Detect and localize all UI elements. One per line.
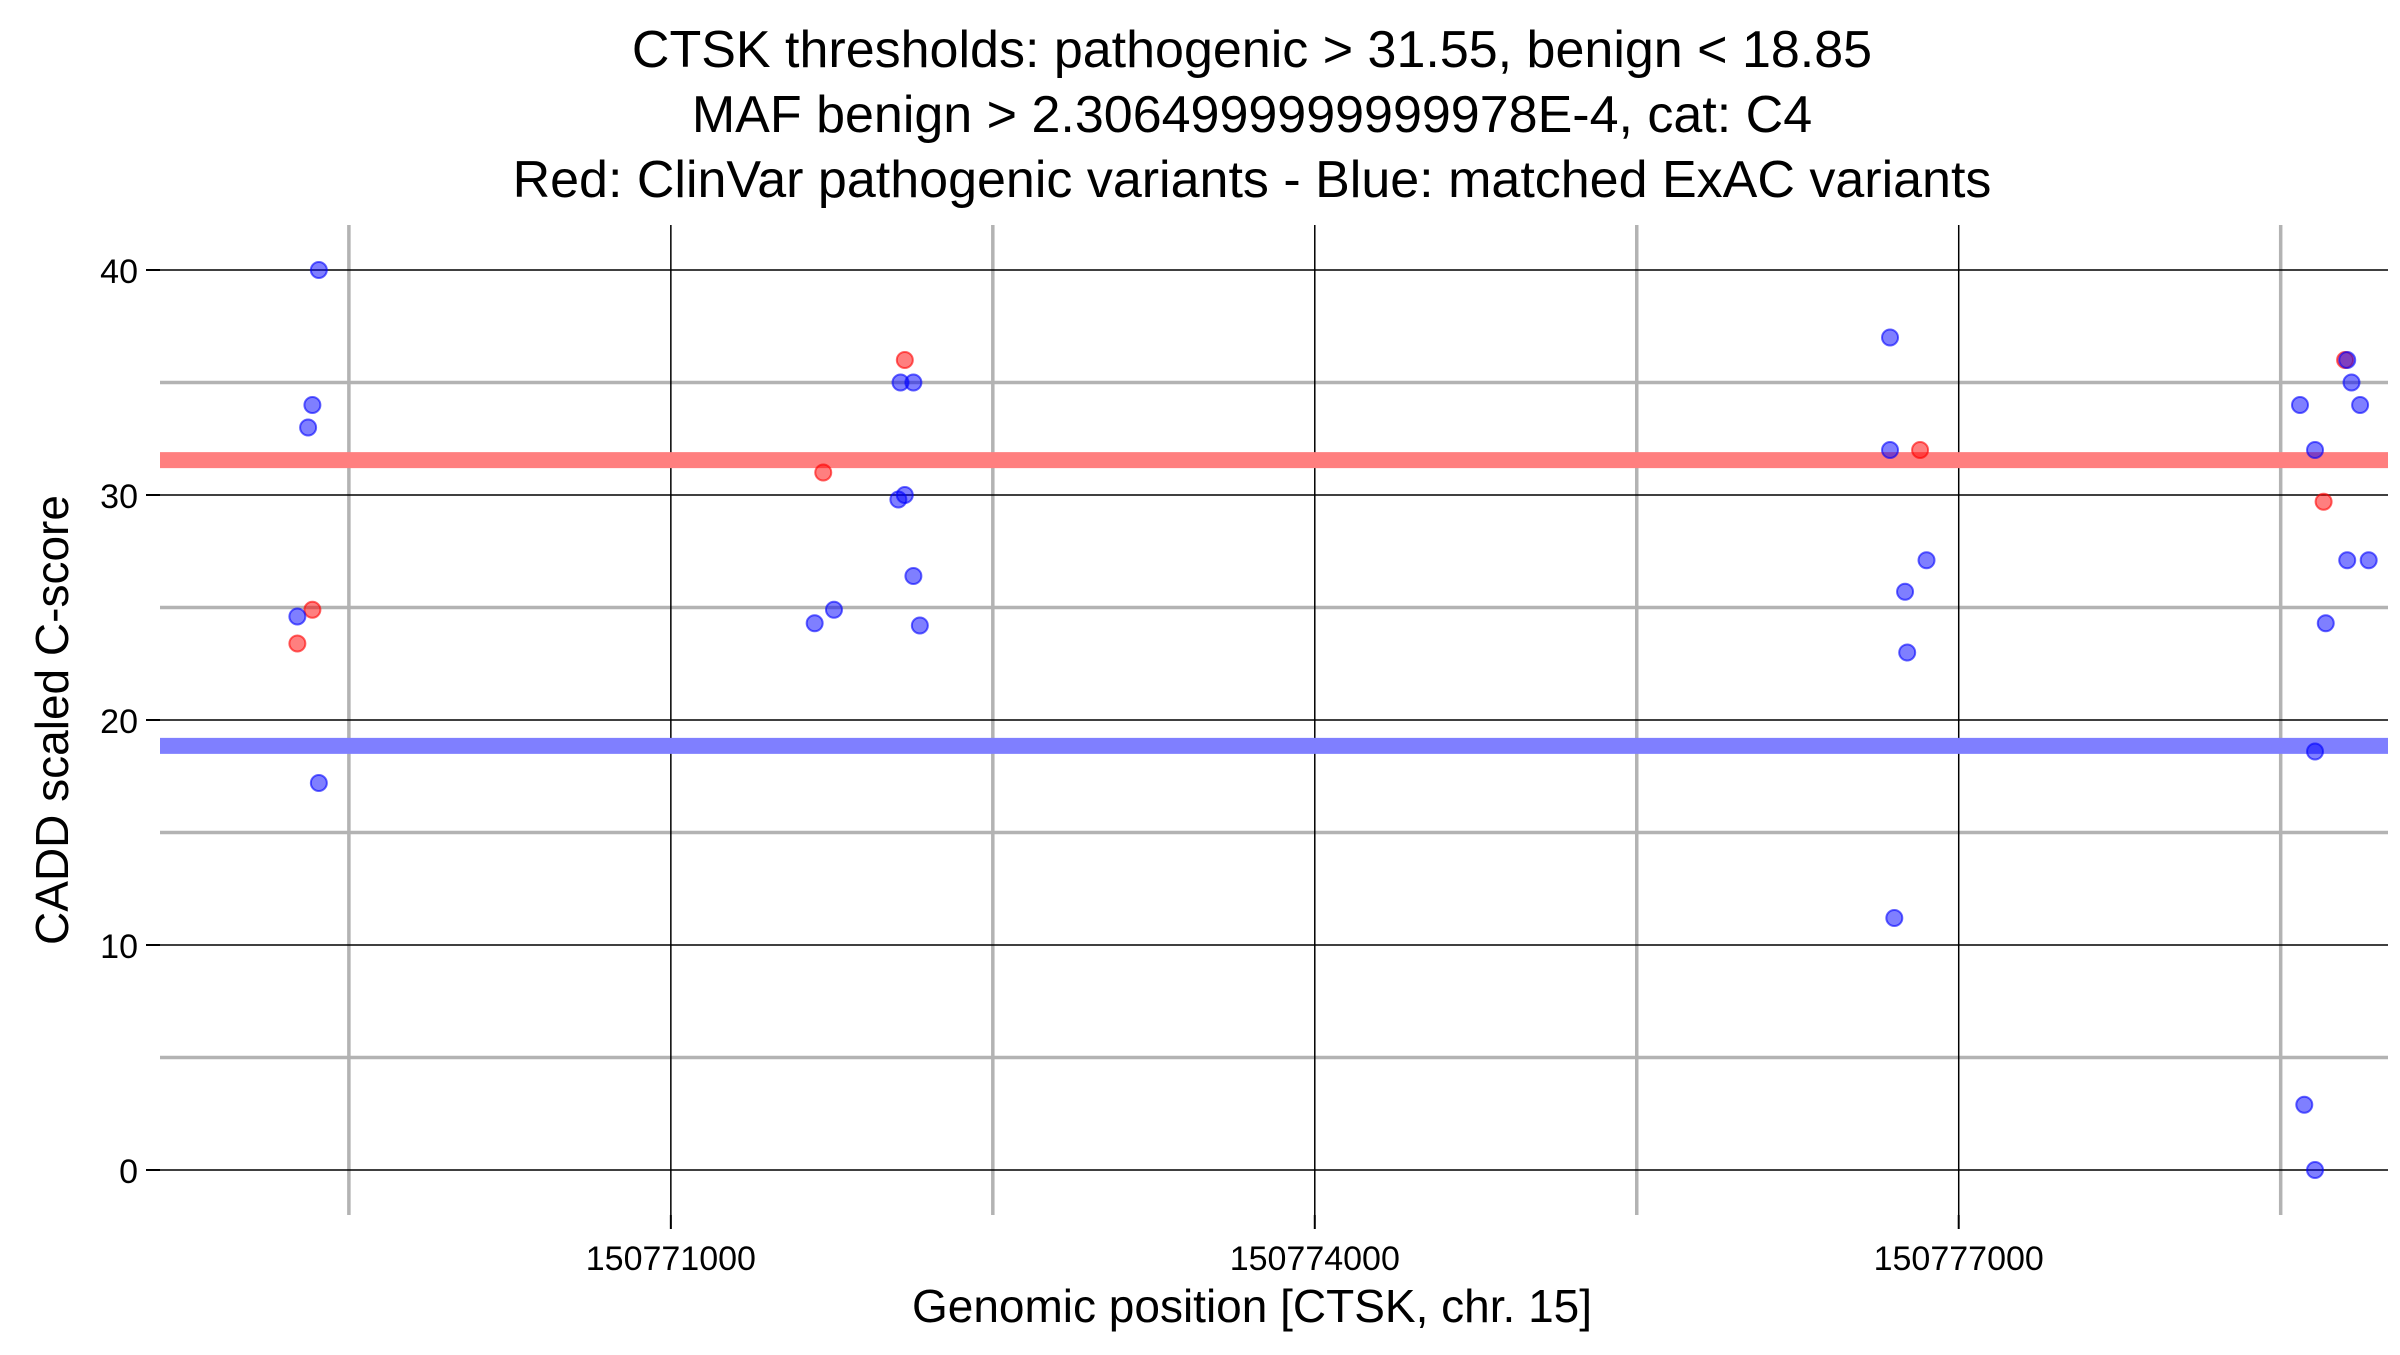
data-point bbox=[303, 396, 322, 414]
data-point bbox=[895, 486, 914, 504]
data-point bbox=[2306, 441, 2325, 459]
chart-title: CTSK thresholds: pathogenic > 31.55, ben… bbox=[632, 21, 1872, 79]
data-point bbox=[2314, 492, 2333, 511]
data-point bbox=[1885, 909, 1904, 927]
x-tick-label: 150777000 bbox=[1874, 1240, 2044, 1278]
data-point bbox=[1881, 328, 1900, 347]
data-point bbox=[1898, 643, 1917, 662]
data-point bbox=[309, 774, 328, 792]
data-point bbox=[309, 261, 328, 279]
data-point bbox=[2306, 1161, 2325, 1179]
data-point bbox=[2359, 551, 2378, 570]
data-point bbox=[2295, 1095, 2314, 1114]
data-point bbox=[2338, 351, 2357, 369]
data-point bbox=[1881, 441, 1900, 459]
x-axis-label: Genomic position [CTSK, chr. 15] bbox=[912, 1280, 1592, 1332]
y-tick-label: 10 bbox=[100, 928, 138, 966]
data-point bbox=[824, 600, 843, 619]
chart-caption: Red: ClinVar pathogenic variants - Blue:… bbox=[513, 151, 1992, 209]
chart-subtitle: MAF benign > 2.3064999999999978E-4, cat:… bbox=[692, 86, 1812, 144]
data-point bbox=[288, 634, 307, 653]
x-tick-label: 150771000 bbox=[586, 1240, 756, 1278]
data-point bbox=[814, 463, 833, 482]
y-tick-label: 30 bbox=[100, 478, 138, 516]
grid-layer bbox=[160, 225, 2388, 1215]
points-layer bbox=[288, 261, 2378, 1179]
data-point bbox=[904, 373, 923, 392]
data-point bbox=[303, 600, 322, 619]
threshold-layer bbox=[160, 452, 2388, 754]
data-point bbox=[288, 607, 307, 626]
data-point bbox=[2306, 742, 2325, 761]
data-point bbox=[299, 418, 318, 437]
y-axis-label: CADD scaled C-score bbox=[26, 495, 78, 945]
y-tick-label: 40 bbox=[100, 253, 138, 291]
data-point bbox=[895, 351, 914, 369]
data-point bbox=[904, 567, 923, 585]
data-point bbox=[805, 614, 824, 633]
data-point bbox=[1896, 582, 1915, 601]
y-tick-label: 0 bbox=[119, 1153, 138, 1191]
data-point bbox=[2290, 396, 2309, 414]
data-point bbox=[1911, 441, 1930, 459]
axis-layer: 0 10 20 30 40 150771000 150774000 150777000 bbox=[100, 253, 2044, 1278]
data-point bbox=[2338, 551, 2357, 570]
y-tick-label: 20 bbox=[100, 703, 138, 741]
data-point bbox=[2342, 373, 2361, 392]
x-tick-label: 150774000 bbox=[1230, 1240, 1400, 1278]
data-point bbox=[2351, 396, 2370, 414]
data-point bbox=[910, 616, 929, 635]
data-point bbox=[2316, 614, 2335, 633]
data-point bbox=[1917, 551, 1936, 570]
